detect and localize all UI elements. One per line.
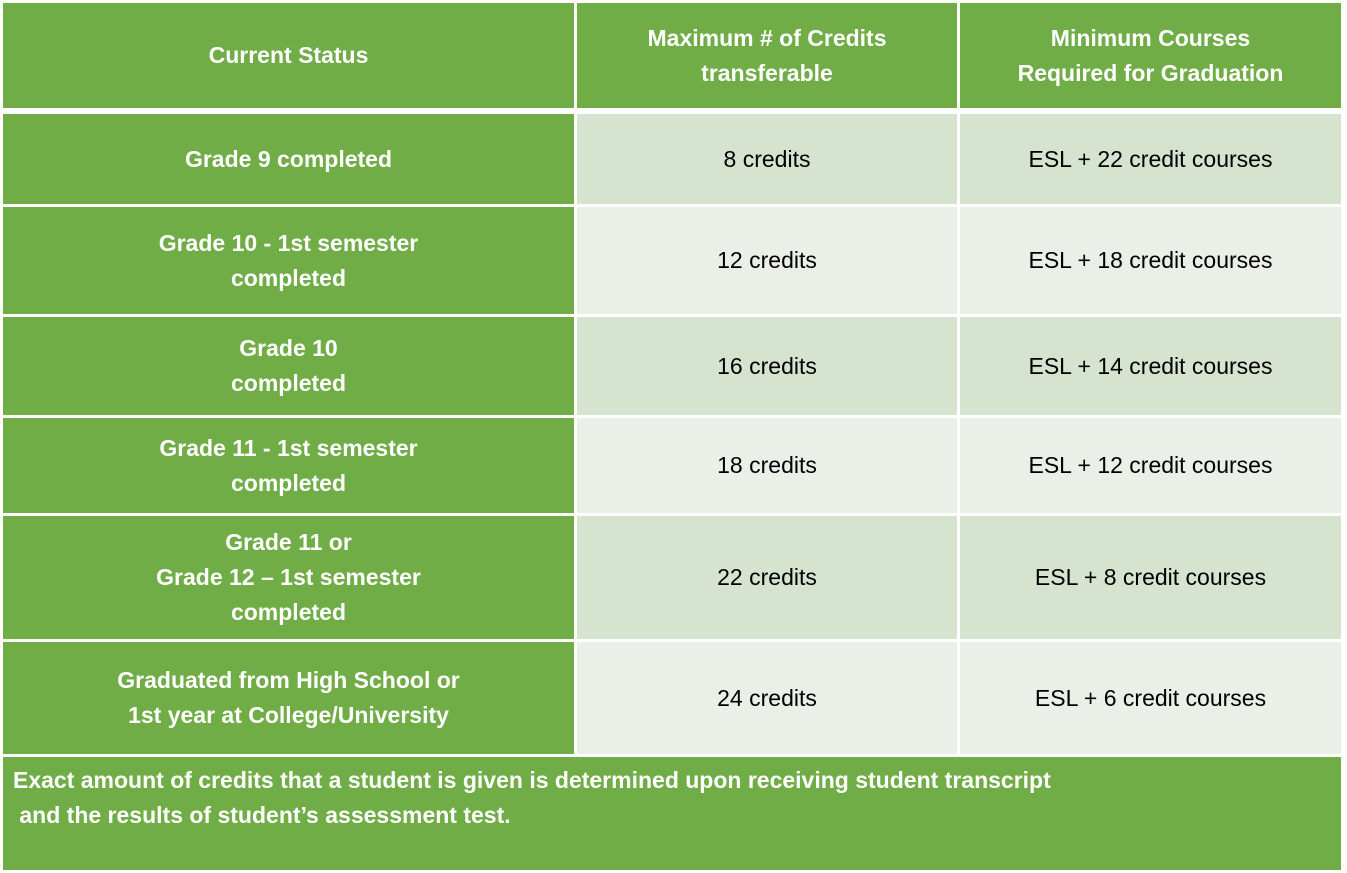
row-2-max-credits: 12 credits (577, 207, 957, 314)
row-5-max-credits: 22 credits (577, 516, 957, 639)
row-1-max-credits-value: 8 credits (723, 145, 811, 172)
row-1-status: Grade 9 completed (3, 114, 574, 204)
row-4-max-credits-value: 18 credits (717, 452, 817, 478)
row-6-max-credits-value: 24 credits (717, 684, 817, 711)
row-3-max-credits: 16 credits (577, 317, 957, 415)
header-max-credits-label: Maximum # of Credits transferable (647, 24, 887, 86)
row-1-min-courses-value: ESL + 22 credit courses (1028, 145, 1273, 172)
row-3-min-courses: ESL + 14 credit courses (960, 317, 1341, 415)
row-3-min-courses-value: ESL + 14 credit courses (1028, 352, 1273, 379)
row-5-status-label: Grade 11 or Grade 12 – 1st semester comp… (156, 529, 421, 625)
row-6-min-courses: ESL + 6 credit courses (960, 642, 1341, 754)
row-5-min-courses: ESL + 8 credit courses (960, 516, 1341, 639)
row-4-status-label: Grade 11 - 1st semester completed (159, 434, 418, 496)
header-min-courses-label: Minimum Courses Required for Graduation (1017, 24, 1284, 86)
row-1-status-label: Grade 9 completed (184, 145, 393, 172)
header-max-credits: Maximum # of Credits transferable (577, 3, 957, 108)
row-6-status-label: Graduated from High School or 1st year a… (117, 667, 460, 728)
row-3-max-credits-value: 16 credits (717, 352, 817, 379)
row-2-min-courses: ESL + 18 credit courses (960, 207, 1341, 314)
row-5-min-courses-value: ESL + 8 credit courses (1034, 564, 1267, 590)
row-2-status: Grade 10 - 1st semester completed (3, 207, 574, 314)
row-5-status: Grade 11 or Grade 12 – 1st semester comp… (3, 516, 574, 639)
row-6-min-courses-value: ESL + 6 credit courses (1034, 684, 1267, 711)
row-3-status-label: Grade 10 completed (230, 335, 347, 396)
header-min-courses: Minimum Courses Required for Graduation (960, 3, 1341, 108)
row-2-min-courses-value: ESL + 18 credit courses (1028, 247, 1273, 273)
row-6-max-credits: 24 credits (577, 642, 957, 754)
header-current-status-label: Current Status (208, 42, 369, 68)
footnote: Exact amount of credits that a student i… (3, 757, 1341, 870)
row-2-max-credits-value: 12 credits (717, 247, 817, 273)
footnote-line-2: and the results of student’s assessment … (13, 802, 511, 828)
row-5-max-credits-value: 22 credits (717, 564, 817, 590)
row-1-max-credits: 8 credits (577, 114, 957, 204)
row-2-status-label: Grade 10 - 1st semester completed (158, 229, 419, 291)
row-4-max-credits: 18 credits (577, 418, 957, 513)
row-3-status: Grade 10 completed (3, 317, 574, 415)
row-6-status: Graduated from High School or 1st year a… (3, 642, 574, 754)
row-1-min-courses: ESL + 22 credit courses (960, 114, 1341, 204)
row-4-status: Grade 11 - 1st semester completed (3, 418, 574, 513)
footnote-line-1: Exact amount of credits that a student i… (13, 767, 1051, 793)
header-current-status: Current Status (3, 3, 574, 108)
row-4-min-courses-value: ESL + 12 credit courses (1028, 452, 1273, 478)
row-4-min-courses: ESL + 12 credit courses (960, 418, 1341, 513)
